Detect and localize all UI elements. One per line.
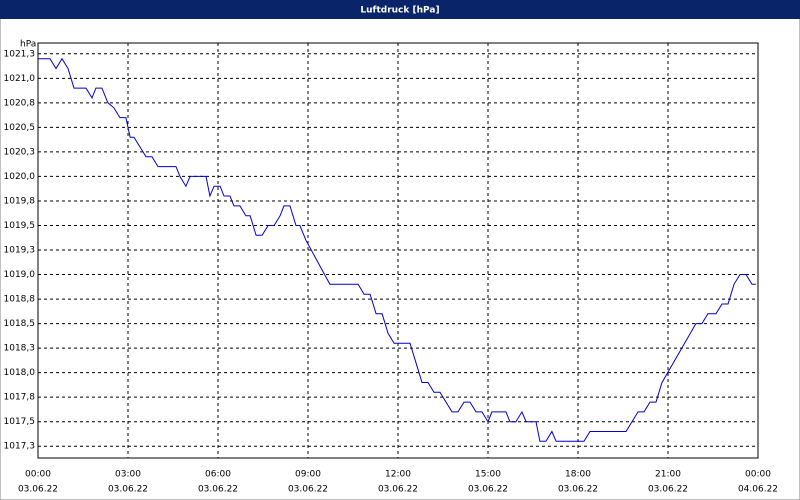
x-tick-label: 00:00 — [745, 470, 771, 480]
chart-title: Luftdruck [hPa] — [360, 6, 439, 16]
x-tick-date: 03.06.22 — [558, 485, 598, 495]
x-tick-label: 09:00 — [295, 470, 321, 480]
y-tick-label: 1018,5 — [4, 319, 36, 329]
y-tick-label: 1018,3 — [4, 344, 36, 354]
x-tick-date: 03.06.22 — [378, 485, 418, 495]
y-tick-label: 1020,8 — [4, 98, 36, 108]
y-tick-label: 1017,8 — [4, 393, 36, 403]
x-tick-date: 03.06.22 — [108, 485, 148, 495]
y-tick-label: 1018,8 — [4, 295, 36, 305]
x-tick-label: 18:00 — [565, 470, 591, 480]
y-tick-label: 1021,3 — [4, 49, 36, 59]
y-tick-label: 1019,8 — [4, 196, 36, 206]
x-tick-date: 03.06.22 — [468, 485, 508, 495]
y-tick-label: 1020,0 — [4, 172, 36, 182]
y-tick-label: 1017,3 — [4, 442, 36, 452]
x-tick-label: 06:00 — [205, 470, 231, 480]
pressure-line — [38, 57, 756, 442]
y-tick-label: 1018,0 — [4, 368, 36, 378]
x-tick-label: 00:00 — [25, 470, 51, 480]
x-tick-label: 12:00 — [385, 470, 411, 480]
x-tick-date: 04.06.22 — [738, 485, 778, 495]
x-tick-date: 03.06.22 — [648, 485, 688, 495]
y-tick-label: 1021,0 — [4, 74, 36, 84]
y-tick-label: 1019,3 — [4, 246, 36, 256]
y-tick-label: 1020,3 — [4, 147, 36, 157]
y-tick-label: 1017,5 — [4, 417, 36, 427]
x-tick-date: 03.06.22 — [198, 485, 238, 495]
x-tick-label: 21:00 — [655, 470, 681, 480]
y-tick-label: 1019,5 — [4, 221, 36, 231]
x-tick-date: 03.06.22 — [288, 485, 328, 495]
x-tick-label: 15:00 — [475, 470, 501, 480]
x-tick-label: 03:00 — [115, 470, 141, 480]
x-tick-date: 03.06.22 — [18, 485, 58, 495]
title-bar — [0, 0, 800, 19]
y-tick-label: 1019,0 — [4, 270, 36, 280]
y-axis-label: hPa — [20, 40, 36, 50]
y-tick-label: 1020,5 — [4, 123, 36, 133]
